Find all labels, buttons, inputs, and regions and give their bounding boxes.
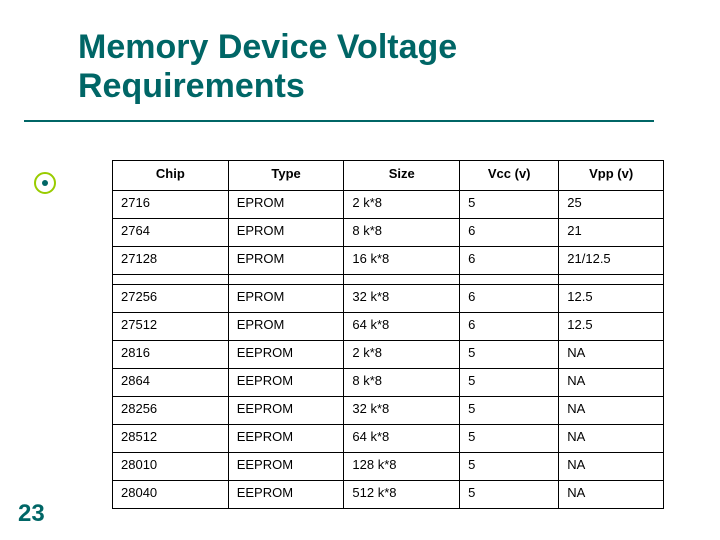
cell-vpp: 21/12.5 [559, 247, 664, 275]
cell-size: 32 k*8 [344, 285, 460, 313]
cell-size: 32 k*8 [344, 397, 460, 425]
cell-size: 16 k*8 [344, 247, 460, 275]
cell-vcc: 5 [460, 425, 559, 453]
col-chip: Chip [113, 161, 229, 191]
voltage-table-wrap: Chip Type Size Vcc (v) Vpp (v) 2716 EPRO… [112, 160, 664, 509]
cell-chip: 2716 [113, 191, 229, 219]
page-number: 23 [18, 500, 45, 528]
col-vcc: Vcc (v) [460, 161, 559, 191]
table-row: 28256 EEPROM 32 k*8 5 NA [113, 397, 664, 425]
cell-type: EPROM [228, 313, 344, 341]
cell-vcc: 6 [460, 313, 559, 341]
cell-vcc: 5 [460, 481, 559, 509]
bullet-icon [34, 172, 56, 194]
table-gap-row [113, 275, 664, 285]
cell-vcc: 5 [460, 341, 559, 369]
cell-type: EEPROM [228, 453, 344, 481]
cell-vcc: 5 [460, 369, 559, 397]
cell-vpp: NA [559, 481, 664, 509]
cell-size: 8 k*8 [344, 219, 460, 247]
cell-vpp: NA [559, 369, 664, 397]
col-type: Type [228, 161, 344, 191]
cell-vpp: NA [559, 425, 664, 453]
col-size: Size [344, 161, 460, 191]
slide-title: Memory Device Voltage Requirements [78, 28, 457, 106]
cell-type: EPROM [228, 191, 344, 219]
cell-vcc: 5 [460, 397, 559, 425]
table-header-row: Chip Type Size Vcc (v) Vpp (v) [113, 161, 664, 191]
cell-vcc: 6 [460, 285, 559, 313]
cell-vpp: NA [559, 397, 664, 425]
cell-type: EEPROM [228, 481, 344, 509]
cell-chip: 28010 [113, 453, 229, 481]
cell-chip: 28512 [113, 425, 229, 453]
cell-size: 2 k*8 [344, 191, 460, 219]
cell-vpp: 25 [559, 191, 664, 219]
cell-size: 2 k*8 [344, 341, 460, 369]
table-row: 2864 EEPROM 8 k*8 5 NA [113, 369, 664, 397]
title-line-2: Requirements [78, 67, 305, 105]
cell-type: EEPROM [228, 397, 344, 425]
title-underline [24, 120, 654, 122]
cell-vpp: 12.5 [559, 313, 664, 341]
cell-vcc: 6 [460, 247, 559, 275]
table-row: 28010 EEPROM 128 k*8 5 NA [113, 453, 664, 481]
cell-vcc: 5 [460, 191, 559, 219]
cell-chip: 2764 [113, 219, 229, 247]
cell-size: 128 k*8 [344, 453, 460, 481]
cell-size: 64 k*8 [344, 425, 460, 453]
cell-chip: 27256 [113, 285, 229, 313]
table-row: 2764 EPROM 8 k*8 6 21 [113, 219, 664, 247]
voltage-table: Chip Type Size Vcc (v) Vpp (v) 2716 EPRO… [112, 160, 664, 509]
cell-vpp: 21 [559, 219, 664, 247]
col-vpp: Vpp (v) [559, 161, 664, 191]
cell-size: 64 k*8 [344, 313, 460, 341]
cell-size: 8 k*8 [344, 369, 460, 397]
cell-chip: 2816 [113, 341, 229, 369]
table-row: 2716 EPROM 2 k*8 5 25 [113, 191, 664, 219]
cell-vpp: 12.5 [559, 285, 664, 313]
cell-type: EEPROM [228, 425, 344, 453]
table-row: 27512 EPROM 64 k*8 6 12.5 [113, 313, 664, 341]
table-row: 28512 EEPROM 64 k*8 5 NA [113, 425, 664, 453]
cell-vpp: NA [559, 453, 664, 481]
cell-type: EEPROM [228, 369, 344, 397]
cell-type: EEPROM [228, 341, 344, 369]
cell-chip: 27128 [113, 247, 229, 275]
cell-vcc: 5 [460, 453, 559, 481]
cell-vcc: 6 [460, 219, 559, 247]
cell-type: EPROM [228, 219, 344, 247]
slide: Memory Device Voltage Requirements Chip … [0, 0, 720, 540]
table-row: 27256 EPROM 32 k*8 6 12.5 [113, 285, 664, 313]
table-row: 27128 EPROM 16 k*8 6 21/12.5 [113, 247, 664, 275]
cell-chip: 28040 [113, 481, 229, 509]
cell-vpp: NA [559, 341, 664, 369]
cell-type: EPROM [228, 285, 344, 313]
table-row: 28040 EEPROM 512 k*8 5 NA [113, 481, 664, 509]
cell-chip: 28256 [113, 397, 229, 425]
table-body: 2716 EPROM 2 k*8 5 25 2764 EPROM 8 k*8 6… [113, 191, 664, 509]
cell-type: EPROM [228, 247, 344, 275]
table-row: 2816 EEPROM 2 k*8 5 NA [113, 341, 664, 369]
title-line-1: Memory Device Voltage [78, 28, 457, 66]
cell-chip: 27512 [113, 313, 229, 341]
cell-size: 512 k*8 [344, 481, 460, 509]
cell-chip: 2864 [113, 369, 229, 397]
